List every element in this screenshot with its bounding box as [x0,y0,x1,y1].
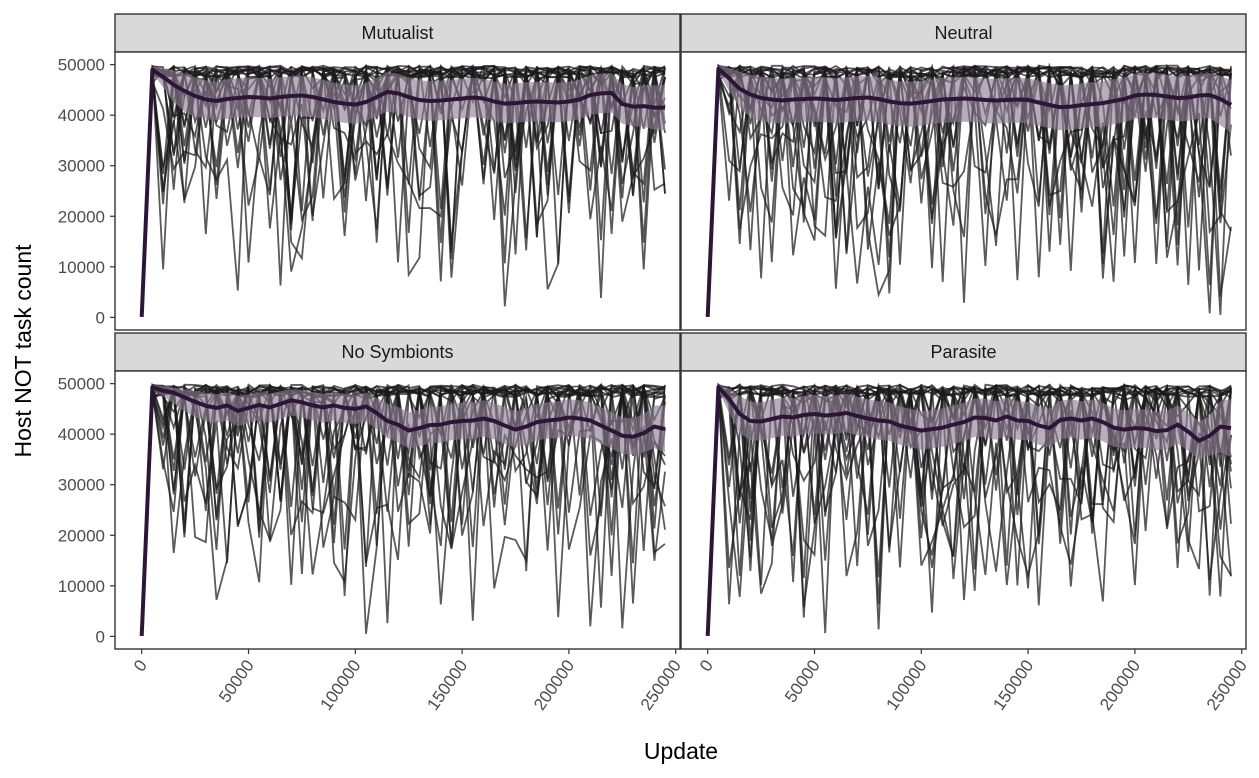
y-tick-label: 50000 [58,375,105,394]
y-tick-label: 20000 [58,526,105,545]
panel-title: No Symbionts [341,342,453,362]
replicate-line [706,64,1232,315]
panel-border [680,51,1247,331]
x-tick-label: 150000 [989,656,1037,713]
panel-title: Parasite [930,342,996,362]
confidence-ribbon [707,384,1231,637]
x-tick-label: 50000 [215,656,258,706]
replicate-line [706,383,1232,634]
mean-line [705,385,1232,636]
x-tick-label: 100000 [316,656,364,713]
confidence-ribbon [141,384,665,637]
y-tick-label: 40000 [58,106,105,125]
mean-line [139,385,666,636]
x-tick-label: 250000 [1203,656,1251,713]
y-tick-label: 50000 [58,56,105,75]
panel-title: Mutualist [361,23,433,43]
y-tick-label: 0 [96,308,105,327]
y-axis-title: Host NOT task count [10,244,36,458]
x-tick-label: 200000 [530,656,578,713]
x-tick-label: 50000 [781,656,824,706]
x-tick-label: 250000 [637,656,685,713]
panel-title: Neutral [934,23,992,43]
x-tick-label: 0 [696,656,717,675]
y-tick-label: 30000 [58,476,105,495]
y-tick-label: 0 [96,627,105,646]
strip-neutral [680,13,1247,53]
strip-mutualist [114,13,681,53]
x-tick-label: 0 [130,656,151,675]
y-tick-label: 40000 [58,425,105,444]
replicate-line [140,64,666,315]
x-axis-title: Update [644,738,718,764]
y-tick-label: 10000 [58,258,105,277]
y-tick-label: 10000 [58,577,105,596]
confidence-ribbon [707,65,1231,318]
strip-no-symbionts [114,332,681,372]
panel-border [114,370,681,650]
mean-line [705,66,1232,317]
x-tick-label: 100000 [882,656,930,713]
y-tick-label: 20000 [58,207,105,226]
panel-border [680,370,1247,650]
x-tick-label: 200000 [1096,656,1144,713]
mean-line [139,67,665,317]
x-tick-label: 150000 [423,656,471,713]
y-tick-label: 30000 [58,157,105,176]
panel-border [114,51,681,331]
